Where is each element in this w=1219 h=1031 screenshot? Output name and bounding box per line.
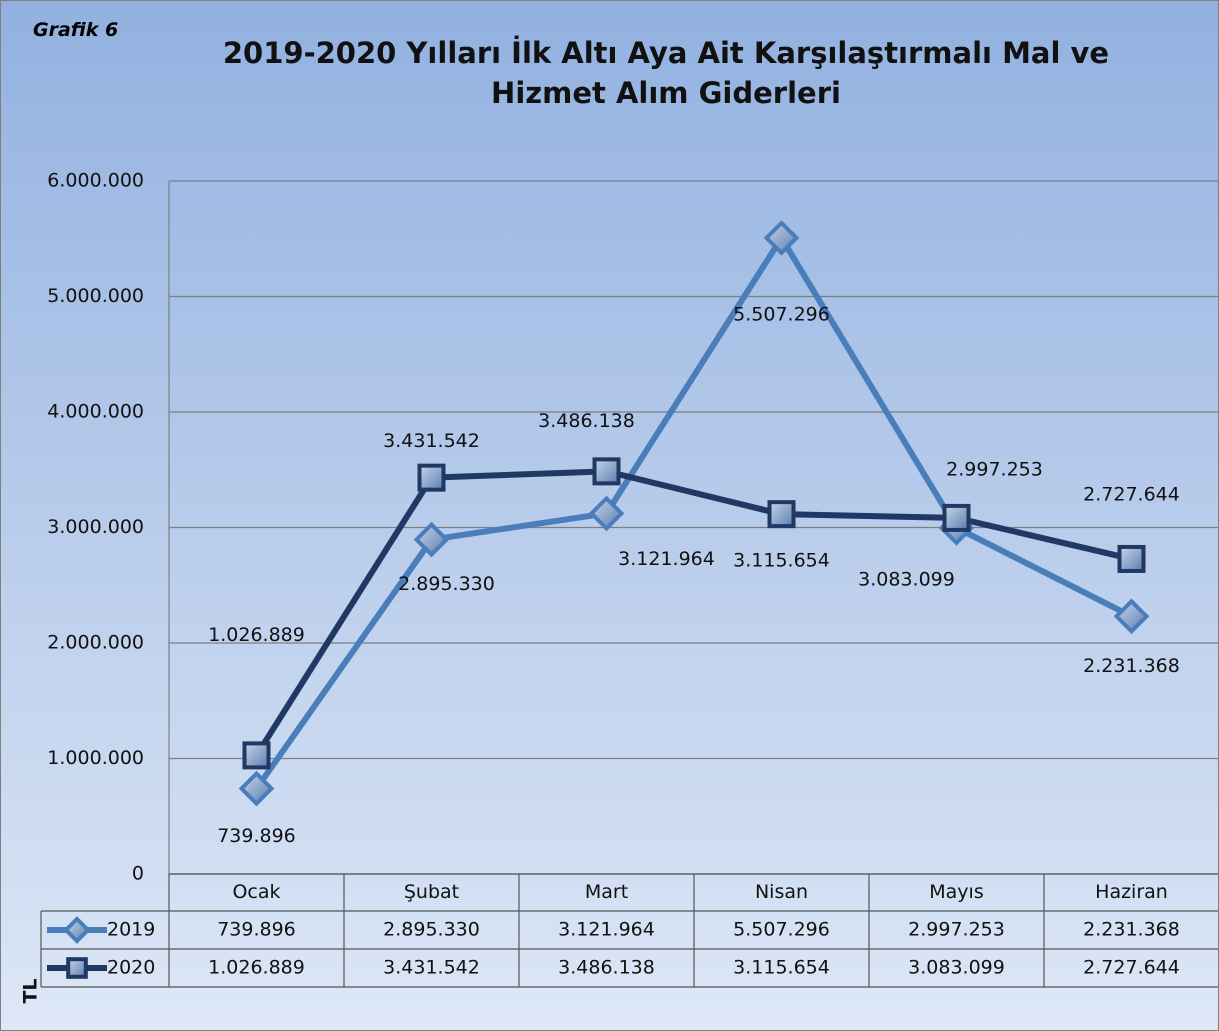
table-cell: 5.507.296 xyxy=(733,919,830,941)
marker xyxy=(63,916,91,944)
figure-label: Grafik 6 xyxy=(33,19,119,41)
series-line xyxy=(254,234,1133,791)
data-label: 3.431.542 xyxy=(383,430,480,452)
marker xyxy=(66,957,88,979)
data-label: 2.231.368 xyxy=(1083,655,1180,677)
legend-label: 2019 xyxy=(107,919,155,941)
x-tick-label: Haziran xyxy=(1095,881,1168,903)
data-label: 2.895.330 xyxy=(398,573,495,595)
y-tick-label: 6.000.000 xyxy=(47,170,144,192)
y-tick-label: 2.000.000 xyxy=(47,632,144,654)
data-label: 3.083.099 xyxy=(858,568,955,590)
table-cell: 2.231.368 xyxy=(1083,919,1180,941)
marker xyxy=(1113,598,1150,635)
data-label: 3.486.138 xyxy=(538,410,635,432)
marker xyxy=(592,457,621,486)
y-tick-label: 1.000.000 xyxy=(47,747,144,769)
legend-label: 2020 xyxy=(107,957,155,979)
y-tick-label: 5.000.000 xyxy=(47,285,144,307)
marker xyxy=(238,770,275,807)
chart-title: 2019-2020 Yılları İlk Altı Aya Ait Karşı… xyxy=(222,36,1110,110)
x-tick-label: Nisan xyxy=(755,881,808,903)
data-label: 3.115.654 xyxy=(733,550,830,572)
series-line xyxy=(253,468,1133,757)
data-label: 2.727.644 xyxy=(1083,483,1180,505)
table-cell: 1.026.889 xyxy=(208,957,305,979)
data-label: 1.026.889 xyxy=(208,624,305,646)
x-tick-label: Mayıs xyxy=(929,881,983,903)
y-axis-label: TL xyxy=(20,978,42,1003)
y-tick-label: 0 xyxy=(132,863,144,885)
table-cell: 3.431.542 xyxy=(383,957,480,979)
data-label: 2.997.253 xyxy=(946,458,1043,480)
marker xyxy=(942,503,971,532)
table-cell: 2.895.330 xyxy=(383,919,480,941)
data-label: 3.121.964 xyxy=(618,548,715,570)
table-cell: 3.115.654 xyxy=(733,957,830,979)
x-tick-label: Ocak xyxy=(232,881,280,903)
table-cell: 2.997.253 xyxy=(908,919,1005,941)
table-cell: 3.083.099 xyxy=(908,957,1005,979)
y-tick-label: 3.000.000 xyxy=(47,516,144,538)
table-cell: 3.121.964 xyxy=(558,919,655,941)
y-tick-label: 4.000.000 xyxy=(47,401,144,423)
table-cell: 3.486.138 xyxy=(558,957,655,979)
table-cell: 2.727.644 xyxy=(1083,957,1180,979)
marker xyxy=(417,463,446,492)
marker xyxy=(588,495,625,532)
marker xyxy=(767,500,796,529)
marker xyxy=(1117,544,1146,573)
marker xyxy=(413,521,450,558)
marker xyxy=(763,220,800,256)
table-cell: 739.896 xyxy=(217,919,296,941)
data-label: 5.507.296 xyxy=(733,303,830,325)
data-label: 739.896 xyxy=(217,825,296,847)
marker xyxy=(242,741,271,770)
x-tick-label: Şubat xyxy=(404,881,459,903)
x-tick-label: Mart xyxy=(585,881,628,903)
